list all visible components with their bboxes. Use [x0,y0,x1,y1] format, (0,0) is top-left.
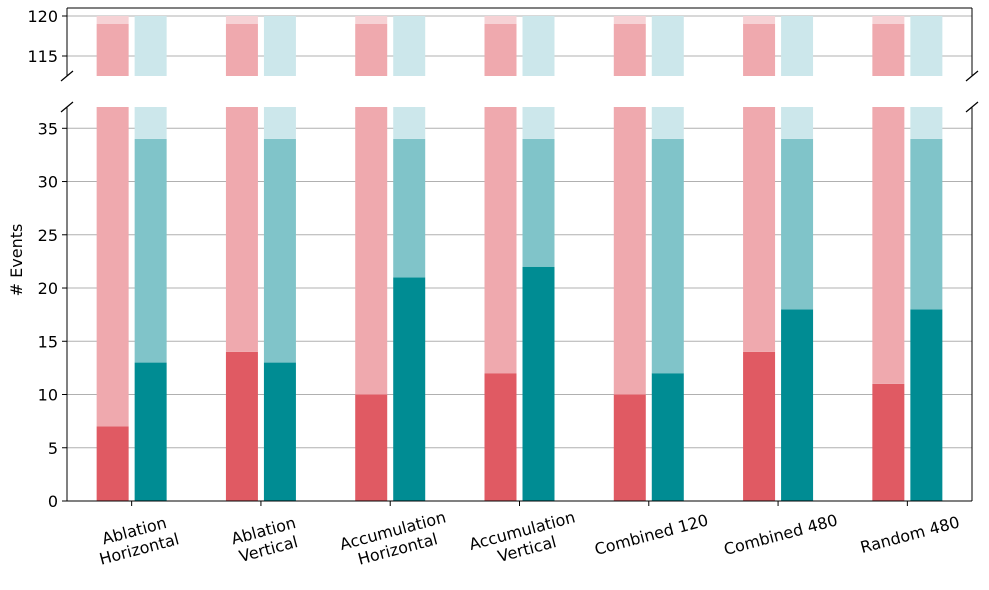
x-tick-label: AblationVertical [229,513,303,567]
bar-red-layer2-upper [872,24,905,76]
bar-red-layer1-lower [743,351,776,501]
axis-lines [60,7,979,506]
bar-red-layer3-upper [872,16,905,24]
bar-red-layer2-lower [613,107,646,395]
y-tick-label-upper: 115 [27,47,58,66]
bar-red-layer1-lower [355,394,388,501]
bar-red-layer2-lower [355,107,388,395]
bar-teal-layer1-lower [781,309,814,501]
bar-red-layer3-upper [743,16,776,24]
lower-panel [67,107,972,502]
bar-red-layer1-lower [872,383,905,501]
bar-red-layer3-upper [355,16,388,24]
bar-teal-layer2-lower [522,138,555,267]
bar-teal-layer1-lower [263,362,296,501]
x-tick-label-line: Combined 120 [592,510,710,559]
x-tick-label: AccumulationVertical [467,507,582,572]
y-tick-label-lower: 25 [38,226,58,245]
x-tick-label: Combined 120 [592,510,710,559]
bar-teal-layer2-lower [134,138,167,363]
bar-teal-layer1-lower [522,266,555,501]
axis-break-mark [60,70,74,82]
bar-teal-layer3-lower [910,107,943,139]
axis-break-mark [965,101,979,113]
bar-red-layer3-upper [225,16,258,24]
bar-teal-layer1-lower [910,309,943,501]
bar-teal-layer3-lower [651,107,684,139]
bar-teal-layer3-upper [134,16,167,76]
bar-teal-layer3-upper [910,16,943,76]
x-tick-label: AblationHorizontal [92,511,181,569]
bar-teal-layer3-lower [393,107,426,139]
bar-teal-layer2-lower [393,138,426,278]
bar-teal-layer3-lower [781,107,814,139]
y-tick-label-lower: 5 [48,439,58,458]
bar-teal-layer1-lower [651,373,684,501]
bar-red-layer1-lower [96,426,129,501]
y-tick-label-lower: 15 [38,332,58,351]
bar-teal-layer3-lower [522,107,555,139]
y-tick-label-upper: 120 [27,7,58,26]
y-tick-label-lower: 35 [38,119,58,138]
y-tick-label-lower: 20 [38,279,58,298]
bar-red-layer2-upper [613,24,646,76]
bar-red-layer2-upper [225,24,258,76]
bar-teal-layer3-upper [263,16,296,76]
bar-red-layer2-lower [484,107,517,374]
y-tick-label-lower: 10 [38,386,58,405]
bar-teal-layer3-upper [522,16,555,76]
bar-red-layer1-lower [484,373,517,501]
x-tick-label: Random 480 [858,512,961,557]
bar-teal-layer3-lower [263,107,296,139]
bar-teal-layer3-upper [781,16,814,76]
bar-teal-layer2-lower [781,138,814,310]
x-tick-label-line: Combined 480 [722,510,840,559]
x-tick-label: AccumulationHorizontal [338,507,453,572]
upper-panel [67,15,972,76]
bar-red-layer2-lower [225,107,258,352]
bar-red-layer2-upper [484,24,517,76]
x-tick-label: Combined 480 [722,510,840,559]
axis-break-mark [965,70,979,82]
bar-red-layer2-lower [872,107,905,384]
bar-teal-layer1-lower [393,277,426,501]
bar-red-layer2-upper [355,24,388,76]
bar-red-layer2-lower [743,107,776,352]
axis-break-mark [60,101,74,113]
x-tick-label-line: Random 480 [858,512,961,557]
bar-red-layer3-upper [96,16,129,24]
bar-red-layer2-upper [743,24,776,76]
y-axis-title: # Events [7,224,26,297]
bar-teal-layer3-upper [393,16,426,76]
y-tick-label-lower: 0 [48,492,58,511]
bar-teal-layer1-lower [134,362,167,501]
bar-red-layer3-upper [484,16,517,24]
bar-teal-layer3-upper [651,16,684,76]
bar-red-layer2-upper [96,24,129,76]
bar-red-layer3-upper [613,16,646,24]
y-tick-label-lower: 30 [38,173,58,192]
bar-red-layer2-lower [96,107,129,427]
bar-teal-layer2-lower [910,138,943,310]
bar-teal-layer3-lower [134,107,167,139]
bar-red-layer1-lower [613,394,646,501]
bar-teal-layer2-lower [651,138,684,374]
bar-red-layer1-lower [225,351,258,501]
bar-teal-layer2-lower [263,138,296,363]
